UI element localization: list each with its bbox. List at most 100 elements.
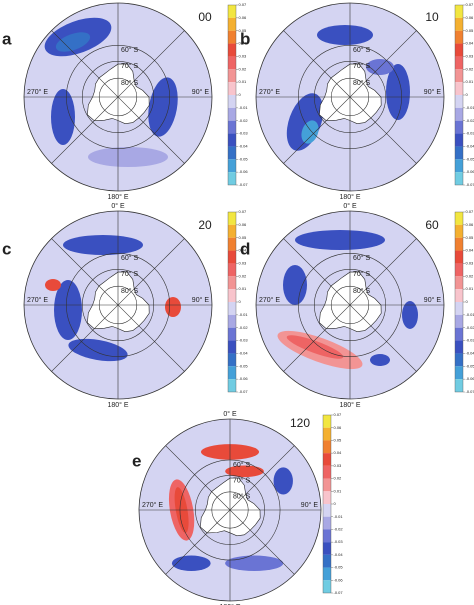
colorbar-tick-label: 0.05: [334, 437, 343, 442]
colorbar-tick-label: 0.06: [239, 222, 248, 227]
anomaly-region: [51, 89, 75, 145]
colorbar-bin: [323, 516, 331, 530]
anomaly-region: [283, 265, 307, 305]
colorbar-bin: [228, 82, 236, 95]
anomaly-region: [148, 77, 178, 137]
panel-label: 60: [425, 218, 439, 232]
colorbar-bin: [228, 276, 236, 290]
colorbar-bin: [455, 107, 463, 121]
colorbar-tick-label: 0.04: [239, 41, 248, 46]
colorbar-bin: [228, 237, 236, 251]
grid-label: 70° S: [353, 62, 371, 70]
colorbar-tick-label: 0.01: [239, 79, 248, 84]
anomaly-region: [63, 235, 143, 255]
colorbar-bin: [323, 567, 331, 581]
grid-label: 270° E: [259, 88, 280, 96]
panel-label: 120: [290, 416, 310, 430]
colorbar-bin: [455, 302, 463, 315]
colorbar-tick-label: 0.07: [466, 2, 474, 7]
colorbar-bin: [455, 340, 463, 354]
colorbar-tick-label: 0.07: [239, 209, 248, 214]
colorbar-bin: [455, 82, 463, 95]
colorbar-bin: [228, 302, 236, 315]
anomaly-region: [402, 301, 418, 329]
colorbar-tick-label: 0.03: [334, 463, 343, 468]
colorbar-tick-label: -0.04: [466, 143, 474, 148]
grid-label: 80° S: [121, 287, 139, 295]
colorbar-tick-label: -0.02: [466, 118, 474, 123]
anomaly-region: [317, 25, 373, 45]
grid-label: 70° S: [233, 476, 251, 484]
colorbar-bin: [228, 120, 236, 134]
colorbar-tick-label: -0.03: [466, 131, 474, 136]
colorbar-bin: [455, 250, 463, 264]
grid-label: 270° E: [259, 296, 280, 304]
meridian: [165, 445, 295, 575]
colorbar-bin: [455, 276, 463, 290]
colorbar-tick-label: -0.07: [239, 182, 249, 187]
colorbar-tick-label: -0.06: [239, 169, 249, 174]
colorbar-tick-label: -0.02: [239, 325, 249, 330]
colorbar-bin: [455, 224, 463, 238]
meridian: [283, 30, 417, 164]
grid-label: 60° S: [353, 46, 371, 54]
colorbar-bin: [228, 172, 236, 185]
colorbar-tick-label: 0.03: [466, 53, 474, 58]
colorbar-tick-label: -0.02: [466, 325, 474, 330]
colorbar-tick-label: -0.02: [239, 118, 249, 123]
colorbar-tick-label: -0.04: [466, 350, 474, 355]
anomaly-region: [225, 465, 264, 478]
anomaly-region: [273, 467, 293, 495]
colorbar-bin: [455, 289, 463, 302]
panel-letter: e: [132, 451, 141, 470]
colorbar-tick-label: 0.06: [466, 15, 474, 20]
colorbar-tick-label: -0.01: [334, 514, 344, 519]
grid-label: 270° E: [27, 296, 48, 304]
colorbar-tick-label: -0.05: [239, 156, 249, 161]
colorbar-bin: [455, 379, 463, 392]
colorbar-tick-label: -0.01: [239, 105, 249, 110]
colorbar-bin: [323, 465, 331, 479]
colorbar-tick-label: 0.02: [239, 273, 248, 278]
colorbar-tick-label: -0.03: [334, 539, 344, 544]
colorbar-tick-label: 0.01: [466, 79, 474, 84]
colorbar-tick-label: 0.02: [466, 273, 474, 278]
colorbar-tick-label: 0.02: [334, 476, 343, 481]
colorbar-tick-label: -0.07: [239, 389, 249, 394]
grid-label: 180° E: [107, 401, 128, 409]
anomaly-region: [225, 555, 284, 571]
grid-label: 180° E: [339, 193, 360, 201]
colorbar-tick-label: 0.03: [239, 260, 248, 265]
colorbar-bin: [455, 95, 463, 108]
colorbar-tick-label: 0.07: [466, 209, 474, 214]
colorbar-bin: [455, 159, 463, 173]
colorbar-bin: [228, 56, 236, 70]
colorbar-bin: [323, 580, 331, 593]
anomaly-region: [55, 32, 91, 52]
colorbar-tick-label: 0.05: [239, 235, 248, 240]
panel-letter: a: [2, 29, 12, 48]
colorbar-tick-label: -0.02: [334, 526, 344, 531]
colorbar-bin: [455, 212, 463, 225]
grid-label: 60° S: [121, 254, 139, 262]
colorbar-tick-label: -0.01: [239, 312, 249, 317]
colorbar-bin: [228, 133, 236, 147]
anomaly-region: [295, 230, 385, 250]
grid-label: 0° E: [223, 410, 237, 418]
anomaly-region: [54, 280, 82, 340]
colorbar-tick-label: 0: [239, 92, 242, 97]
colorbar-bin: [228, 327, 236, 341]
colorbar-bin: [455, 237, 463, 251]
colorbar-tick-label: -0.05: [334, 565, 344, 570]
colorbar-tick-label: 0.06: [334, 425, 343, 430]
meridian: [51, 30, 185, 164]
colorbar-bin: [228, 263, 236, 277]
colorbar-tick-label: -0.04: [334, 552, 344, 557]
map-panel: 0° E 180° E 270° E 90° E 60° S 70° S 80° S d 60 0…: [240, 202, 474, 409]
colorbar-tick-label: -0.06: [466, 376, 474, 381]
grid-label: 270° E: [142, 501, 163, 509]
colorbar-tick-label: 0: [239, 299, 242, 304]
grid-label: 60° S: [353, 254, 371, 262]
colorbar-bin: [455, 5, 463, 18]
anomaly-region: [88, 147, 168, 167]
